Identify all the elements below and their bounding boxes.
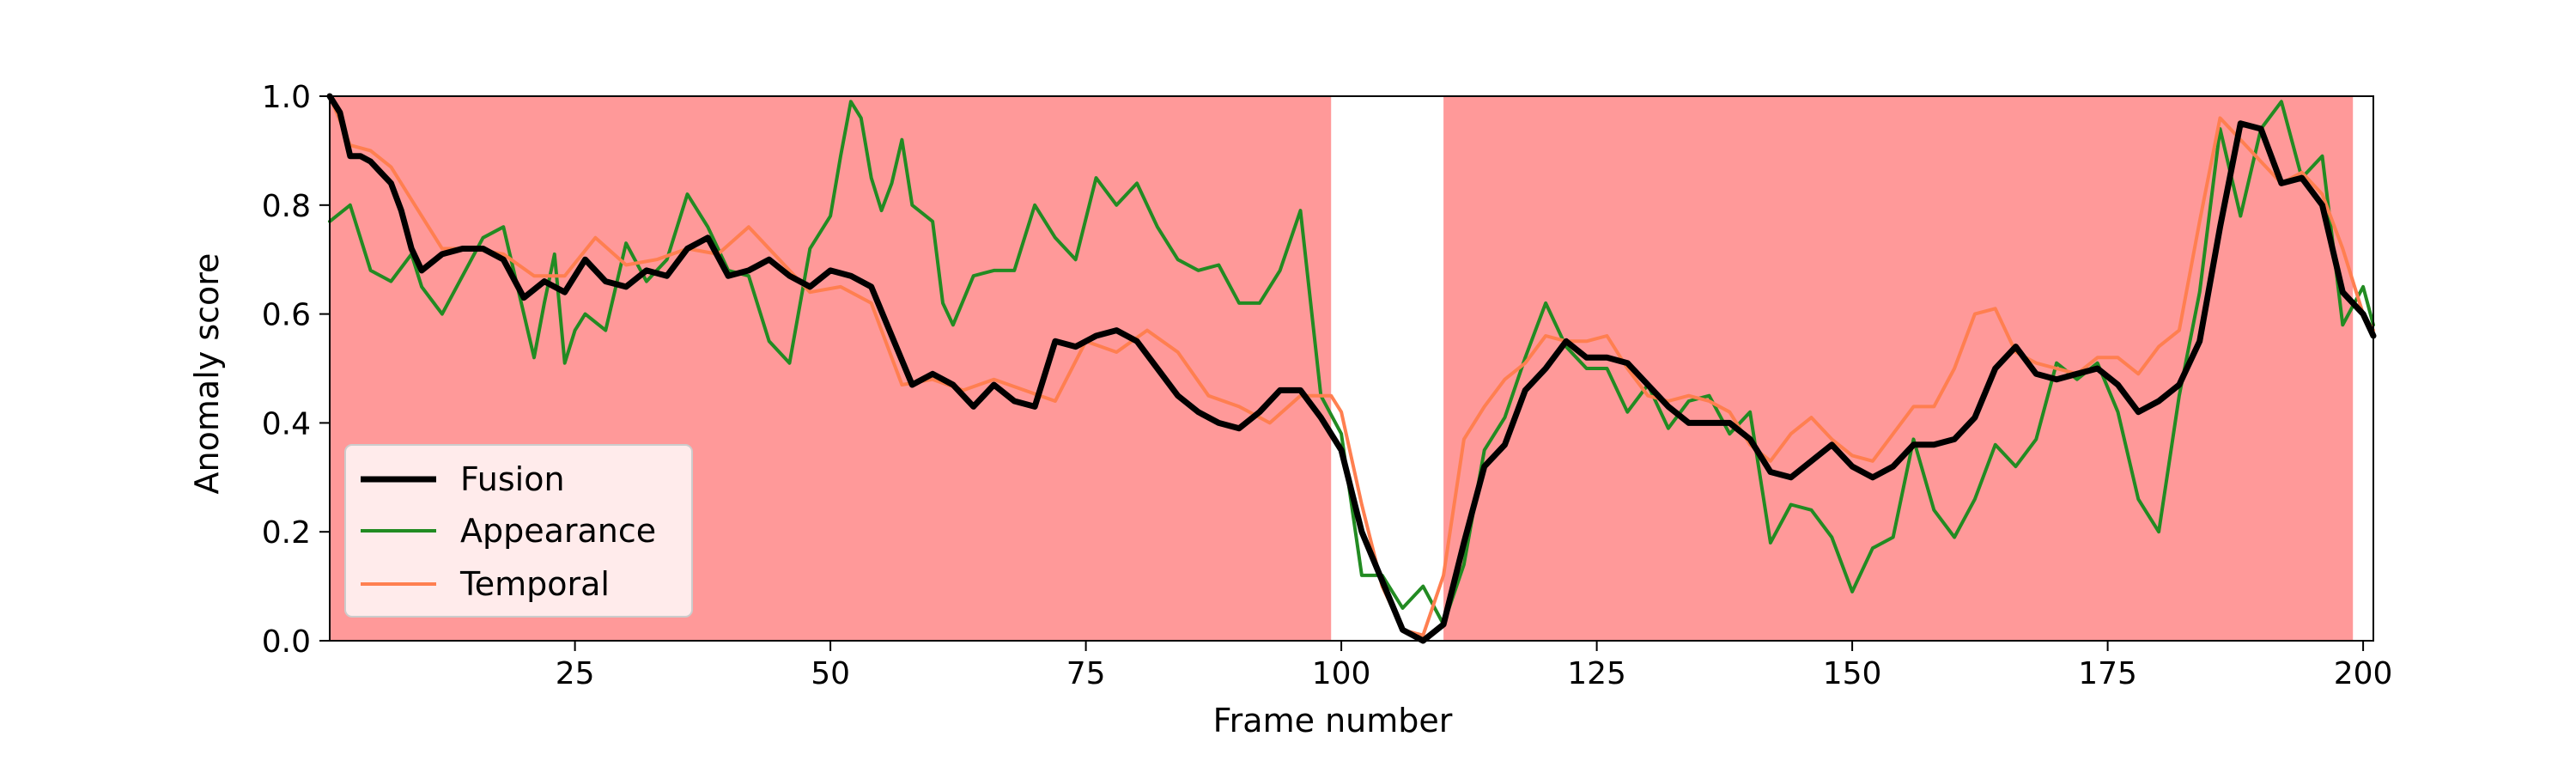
x-axis-ticks: 25 50 75 100 125 150 175 200 [556,641,2393,691]
legend: Fusion Appearance Temporal [344,444,693,618]
series-lines [326,93,2377,644]
plot-frame [329,95,2374,642]
legend-label-temporal: Temporal [459,565,610,603]
y-tick-label: 1.0 [262,80,311,115]
x-tick-label: 100 [1312,656,1371,691]
series-line-temporal [328,94,2375,637]
series-line-fusion [326,93,2377,644]
x-tick-label: 75 [1066,656,1106,691]
anomaly-region-2 [1443,96,2354,641]
y-tick-label: 0.4 [262,406,311,441]
y-tick-label: 0.0 [262,624,311,660]
x-tick-label: 175 [2078,656,2137,691]
legend-label-fusion: Fusion [460,460,565,498]
x-tick-label: 200 [2334,656,2393,691]
series-line-appearance [328,100,2375,626]
x-axis-label: Frame number [1213,702,1453,740]
x-tick-label: 50 [811,656,850,691]
y-axis-label: Anomaly score [188,253,226,495]
y-tick-label: 0.6 [262,298,311,333]
y-axis-ticks: 0.0 0.2 0.4 0.6 0.8 1.0 [262,80,330,660]
x-tick-label: 25 [556,656,595,691]
x-tick-label: 125 [1567,656,1626,691]
y-tick-label: 0.8 [262,189,311,224]
y-tick-label: 0.2 [262,515,311,551]
legend-label-appearance: Appearance [460,512,656,550]
legend-box [344,444,693,618]
x-tick-label: 150 [1823,656,1882,691]
